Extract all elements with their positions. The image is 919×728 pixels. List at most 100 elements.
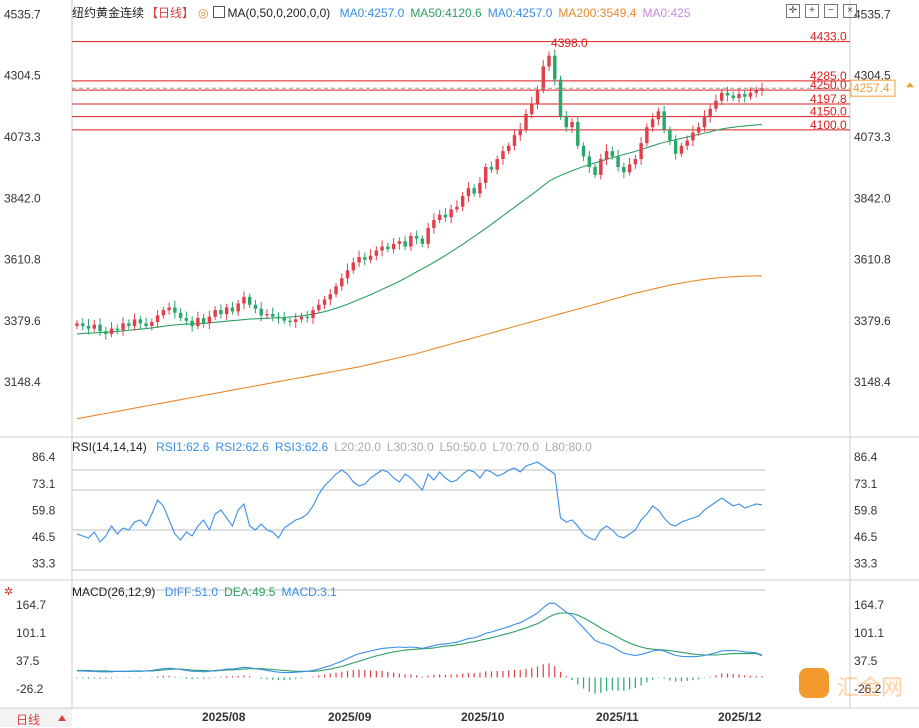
candle[interactable]	[253, 299, 258, 314]
candle[interactable]	[610, 146, 615, 160]
candle[interactable]	[397, 237, 402, 250]
candle[interactable]	[581, 142, 586, 161]
candle[interactable]	[351, 257, 356, 274]
candle[interactable]	[224, 303, 229, 320]
candle[interactable]	[109, 322, 114, 338]
candle[interactable]	[576, 116, 580, 149]
candle[interactable]	[121, 317, 125, 336]
candle[interactable]	[391, 238, 396, 254]
candle[interactable]	[138, 315, 143, 330]
candle[interactable]	[449, 204, 453, 224]
candle[interactable]	[679, 142, 684, 157]
candle[interactable]	[178, 307, 183, 322]
candle[interactable]	[127, 319, 131, 330]
candle[interactable]	[460, 191, 465, 212]
candle[interactable]	[368, 249, 373, 263]
candle[interactable]	[230, 301, 235, 315]
candle[interactable]	[317, 299, 321, 314]
candle[interactable]	[622, 162, 626, 179]
candle[interactable]	[236, 300, 240, 316]
candle[interactable]	[506, 142, 511, 155]
candle[interactable]	[288, 316, 292, 327]
ma-toggle-icon[interactable]	[212, 6, 225, 18]
candle[interactable]	[386, 242, 390, 253]
candle[interactable]	[374, 246, 379, 261]
candle[interactable]	[719, 88, 724, 106]
candle[interactable]	[196, 311, 200, 330]
move-icon[interactable]: ✛	[786, 4, 800, 18]
candle[interactable]	[714, 94, 718, 112]
candle[interactable]	[242, 291, 246, 310]
candle[interactable]	[489, 161, 494, 173]
candle[interactable]	[483, 163, 488, 189]
candle[interactable]	[472, 184, 476, 197]
candle[interactable]	[633, 154, 638, 169]
candle[interactable]	[685, 135, 689, 151]
macd-panel[interactable]	[76, 602, 763, 694]
candle[interactable]	[426, 222, 430, 249]
candle[interactable]	[645, 123, 649, 147]
candle[interactable]	[247, 293, 252, 308]
period-tab-bar[interactable]: 日线	[0, 708, 72, 727]
candle[interactable]	[437, 209, 442, 224]
candle[interactable]	[518, 123, 522, 142]
zoom-out-icon[interactable]: −	[824, 4, 838, 18]
candle[interactable]	[92, 319, 96, 332]
candle[interactable]	[265, 309, 269, 319]
candle[interactable]	[495, 155, 499, 175]
candle[interactable]	[184, 311, 189, 326]
candle[interactable]	[524, 109, 528, 134]
candle[interactable]	[155, 310, 160, 328]
candle[interactable]	[432, 213, 436, 234]
candle[interactable]	[98, 318, 102, 336]
settings-icon[interactable]: ◎	[198, 6, 209, 20]
candle[interactable]	[305, 310, 309, 323]
candle[interactable]	[547, 51, 551, 71]
close-icon[interactable]: ×	[843, 4, 857, 18]
candle[interactable]	[86, 319, 91, 335]
candle[interactable]	[558, 75, 563, 120]
candle[interactable]	[512, 130, 517, 151]
candle[interactable]	[754, 86, 758, 98]
candle[interactable]	[466, 182, 471, 202]
candle[interactable]	[673, 135, 678, 160]
candle[interactable]	[414, 230, 419, 245]
candle[interactable]	[173, 300, 177, 319]
candle[interactable]	[443, 208, 448, 222]
candle[interactable]	[334, 283, 338, 298]
candle[interactable]	[144, 317, 148, 330]
candle[interactable]	[167, 302, 171, 315]
candle[interactable]	[478, 177, 482, 199]
candle[interactable]	[161, 306, 166, 319]
candle[interactable]	[403, 235, 407, 250]
candle[interactable]	[311, 306, 315, 324]
candle[interactable]	[748, 87, 753, 100]
candle[interactable]	[380, 240, 384, 257]
macd-gear-icon[interactable]: ✲	[4, 586, 14, 598]
candle[interactable]	[691, 125, 695, 147]
candle[interactable]	[662, 105, 666, 134]
candle[interactable]	[282, 311, 286, 324]
candle[interactable]	[535, 85, 540, 110]
candle[interactable]	[553, 49, 557, 86]
candle[interactable]	[409, 232, 413, 252]
candle[interactable]	[564, 110, 569, 132]
candle[interactable]	[276, 312, 281, 324]
candle[interactable]	[259, 301, 263, 322]
candle[interactable]	[743, 90, 747, 103]
candle[interactable]	[345, 263, 350, 285]
candle[interactable]	[294, 313, 298, 328]
candle[interactable]	[599, 154, 603, 180]
rsi-panel[interactable]	[72, 461, 765, 591]
zoom-in-icon[interactable]: +	[805, 4, 819, 18]
candle[interactable]	[340, 273, 344, 291]
candle[interactable]	[420, 235, 425, 248]
candle[interactable]	[299, 312, 304, 323]
candle[interactable]	[207, 310, 212, 330]
candle[interactable]	[501, 145, 505, 165]
candle[interactable]	[731, 91, 735, 102]
candle[interactable]	[81, 318, 85, 331]
candle[interactable]	[530, 96, 534, 119]
candle[interactable]	[668, 126, 672, 146]
